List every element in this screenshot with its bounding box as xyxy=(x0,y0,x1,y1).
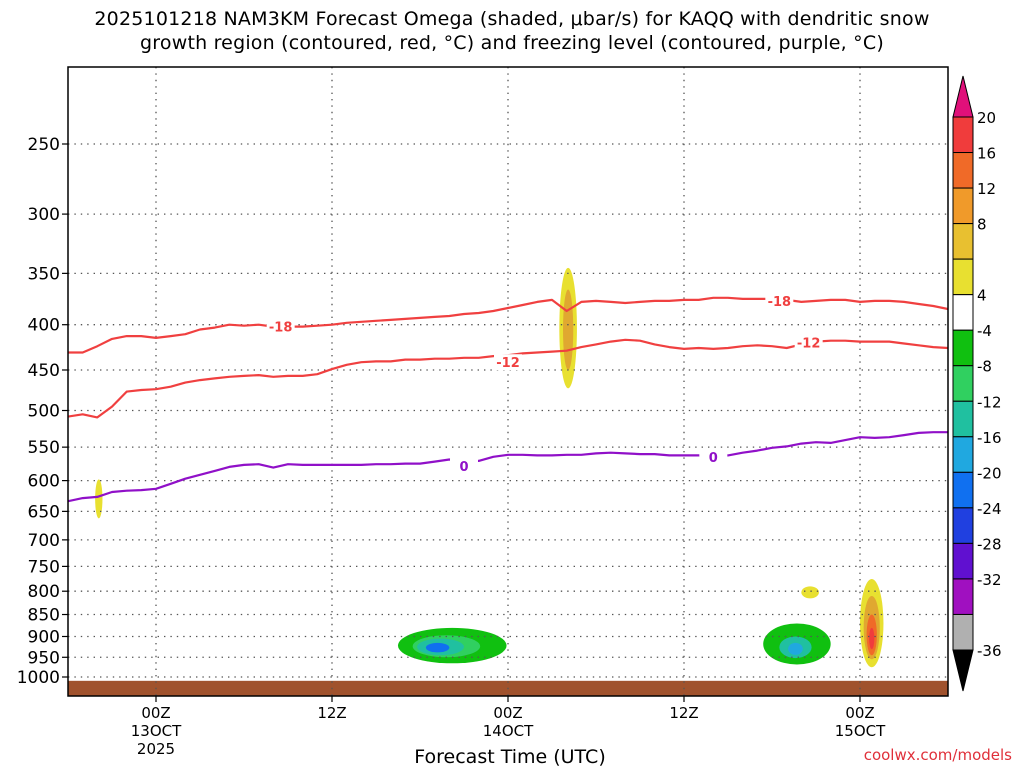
contour-label-bg-freezing-level-0-0 xyxy=(450,458,478,475)
x-tick-date-30: 14OCT xyxy=(483,722,534,740)
y-tick-label-400: 400 xyxy=(28,316,60,336)
colorbar-band-6 xyxy=(952,329,974,367)
x-tick-year-6: 2025 xyxy=(137,740,175,758)
x-tick-label-42: 12Z xyxy=(669,704,698,722)
colorbar-band-11 xyxy=(952,507,974,544)
y-tick-label-750: 750 xyxy=(28,557,60,577)
colorbar-label-4: 4 xyxy=(977,287,987,305)
colorbar-bottom-triangle xyxy=(952,649,974,692)
colorbar-band-12 xyxy=(952,542,974,580)
colorbar-band-10 xyxy=(952,471,974,509)
chart-title-line-1: 2025101218 NAM3KM Forecast Omega (shaded… xyxy=(94,8,930,30)
colorbar-band-9 xyxy=(952,436,974,473)
contour-freezing-level-0 xyxy=(68,431,948,503)
omega-shading-layer xyxy=(95,267,884,668)
omega-ascent-early xyxy=(95,479,103,519)
contour-label-bg-dgz-minus-18-0 xyxy=(266,318,295,335)
y-tick-label-450: 450 xyxy=(28,361,60,381)
colorbar-band-3 xyxy=(952,223,974,260)
colorbar-label-9: -20 xyxy=(977,464,1002,482)
contour-label-freezing-level-0-1: 0 xyxy=(709,451,718,466)
colorbar: 20 16 12 8 4 -4 -8 -12 -16 -20 -24 -28 -32 -36 xyxy=(952,75,1002,692)
colorbar-band-1 xyxy=(952,152,974,189)
colorbar-label-5: -4 xyxy=(977,322,992,340)
colorbar-label-10: -24 xyxy=(977,500,1002,518)
omega-descent-low-2-max xyxy=(788,642,803,655)
colorbar-band-7 xyxy=(952,365,974,402)
omega-descent-low-1-max xyxy=(425,642,450,653)
grid-layer xyxy=(68,67,948,696)
omega-ascent-small xyxy=(801,586,819,599)
contour-dgz-minus-18 xyxy=(68,296,948,354)
colorbar-label-13: -36 xyxy=(977,642,1002,660)
omega-ascent-late-core xyxy=(869,627,875,650)
contour-label-bg-dgz-minus-12-1 xyxy=(794,334,823,351)
omega-ascent-mid-upper-core xyxy=(563,289,574,370)
x-axis-title: Forecast Time (UTC) xyxy=(0,746,1024,768)
x-tick-label-18: 12Z xyxy=(317,704,346,722)
contour-label-bg-dgz-minus-18-1 xyxy=(765,292,794,309)
colorbar-label-1: 16 xyxy=(977,145,996,163)
axes-layer: 2503003504004505005506006507007508008509… xyxy=(17,66,949,758)
y-tick-label-500: 500 xyxy=(28,402,60,422)
y-tick-label-650: 650 xyxy=(28,502,60,522)
contour-label-dgz-minus-18-0: -18 xyxy=(269,321,293,336)
y-tick-label-950: 950 xyxy=(28,648,60,668)
colorbar-label-12: -32 xyxy=(977,571,1002,589)
colorbar-band-0 xyxy=(952,116,974,154)
y-tick-label-700: 700 xyxy=(28,531,60,551)
contour-label-freezing-level-0-0: 0 xyxy=(459,460,468,475)
contour-layer: -18 -18 -12 -12 0 0 xyxy=(68,292,948,503)
colorbar-label-3: 8 xyxy=(977,216,987,234)
contour-label-bg-dgz-minus-12-0 xyxy=(494,354,522,371)
y-tick-label-900: 900 xyxy=(28,627,60,647)
x-tick-label-6: 00Z xyxy=(141,704,170,722)
colorbar-label-0: 20 xyxy=(977,109,996,127)
x-axis-title-text: Forecast Time (UTC) xyxy=(414,746,606,768)
colorbar-band-8 xyxy=(952,400,974,438)
x-tick-date-6: 13OCT xyxy=(131,722,182,740)
contour-label-dgz-minus-12-1: -12 xyxy=(797,337,821,352)
y-tick-label-600: 600 xyxy=(28,472,60,492)
contour-label-dgz-minus-12-0: -12 xyxy=(496,356,520,371)
y-tick-label-350: 350 xyxy=(28,264,60,284)
contour-label-bg-freezing-level-0-1 xyxy=(699,448,728,465)
x-tick-date-54: 15OCT xyxy=(835,722,886,740)
chart-title-line-2: growth region (contoured, red, °C) and f… xyxy=(140,32,884,54)
colorbar-label-11: -28 xyxy=(977,535,1002,553)
watermark: coolwx.com/models xyxy=(863,746,1012,764)
colorbar-label-7: -12 xyxy=(977,393,1002,411)
y-tick-label-300: 300 xyxy=(28,205,60,225)
colorbar-label-2: 12 xyxy=(977,180,996,198)
y-tick-label-800: 800 xyxy=(28,582,60,602)
y-tick-label-550: 550 xyxy=(28,438,60,458)
colorbar-band-13 xyxy=(952,578,974,615)
colorbar-band-2 xyxy=(952,187,974,225)
colorbar-top-triangle xyxy=(952,75,974,118)
colorbar-label-8: -16 xyxy=(977,429,1002,447)
colorbar-band-4 xyxy=(952,258,974,296)
contour-label-dgz-minus-18-1: -18 xyxy=(768,295,792,310)
x-tick-label-54: 00Z xyxy=(845,704,874,722)
colorbar-band-14 xyxy=(952,613,974,651)
y-tick-label-850: 850 xyxy=(28,606,60,626)
colorbar-band-5 xyxy=(952,294,974,331)
colorbar-label-6: -8 xyxy=(977,358,992,376)
x-tick-label-30: 00Z xyxy=(493,704,522,722)
y-tick-label-250: 250 xyxy=(28,135,60,155)
y-tick-label-1000: 1000 xyxy=(17,668,60,688)
